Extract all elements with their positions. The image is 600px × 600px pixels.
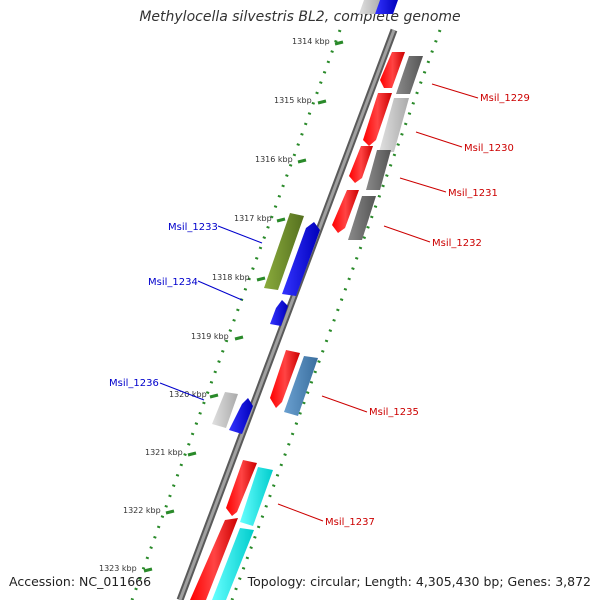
tick-label: 1314 kbp	[292, 37, 330, 46]
accession-text: Accession: NC_011666	[9, 574, 152, 589]
gene-blue-1236	[229, 398, 253, 434]
gene-blue-1234	[270, 300, 288, 326]
tick-1323: 1323 kbp	[99, 564, 153, 573]
tick-1314: 1314 kbp	[292, 37, 344, 46]
gene-blue-1233	[282, 222, 320, 296]
leader-1232	[383, 225, 431, 243]
label-msil-1237[interactable]: Msil_1237	[325, 517, 375, 528]
leader-1229	[431, 83, 479, 99]
leader-1231	[399, 177, 447, 193]
tick-1321: 1321 kbp	[145, 448, 197, 457]
topology-text: Topology: circular; Length: 4,305,430 bp…	[247, 574, 591, 589]
gene-red-1230	[363, 93, 392, 146]
tick-label: 1320 kbp	[169, 390, 207, 399]
backbone-line	[176, 28, 398, 600]
leader-1235	[321, 395, 368, 413]
label-msil-1230[interactable]: Msil_1230	[464, 143, 514, 154]
leader-1233	[217, 225, 263, 244]
tick-label: 1323 kbp	[99, 564, 137, 573]
gene-steel-1235	[284, 356, 318, 416]
tick-label: 1321 kbp	[145, 448, 183, 457]
label-msil-1229[interactable]: Msil_1229	[480, 93, 530, 104]
gene-red-1232	[332, 190, 359, 233]
tick-1320: 1320 kbp	[169, 390, 219, 399]
gene-cyan-1237b	[212, 528, 254, 600]
label-msil-1233[interactable]: Msil_1233	[168, 222, 218, 233]
label-msil-1235[interactable]: Msil_1235	[369, 407, 419, 418]
gene-red-1231	[349, 146, 373, 183]
gene-darkgray-1231	[366, 150, 391, 190]
gene-darkgray-1232	[348, 196, 376, 240]
tick-label: 1322 kbp	[123, 506, 161, 515]
gene-top-partial-blue	[375, 0, 398, 14]
gene-red-1229	[380, 52, 405, 88]
tick-label: 1318 kbp	[212, 273, 250, 282]
gene-green-1233	[264, 213, 304, 290]
tick-1317: 1317 kbp	[234, 214, 286, 223]
gene-lightgray-1236	[212, 392, 238, 428]
label-msil-1231[interactable]: Msil_1231	[448, 188, 498, 199]
tick-label: 1316 kbp	[255, 155, 293, 164]
right-scale-ring	[230, 29, 442, 600]
label-msil-1234[interactable]: Msil_1234	[148, 277, 198, 288]
left-scale-ring	[130, 29, 342, 600]
tick-label: 1317 kbp	[234, 214, 272, 223]
tick-1322: 1322 kbp	[123, 506, 175, 515]
leader-1234	[197, 280, 243, 301]
gene-red-1235	[270, 350, 300, 408]
leader-1237	[277, 503, 324, 522]
gene-darkgray-1229	[396, 56, 423, 94]
tick-label: 1315 kbp	[274, 96, 312, 105]
gene-lightgray-1230	[379, 98, 409, 152]
gene-red-1237a	[226, 460, 257, 516]
gene-red-1237b	[190, 518, 238, 600]
gene-cyan-1237a	[240, 467, 273, 526]
leader-1230	[415, 131, 463, 148]
tick-1318: 1318 kbp	[212, 273, 266, 282]
leader-1236	[159, 382, 205, 401]
tick-label: 1319 kbp	[191, 332, 229, 341]
label-msil-1236[interactable]: Msil_1236	[109, 378, 159, 389]
tick-1319: 1319 kbp	[191, 332, 244, 341]
tick-1316: 1316 kbp	[255, 155, 307, 164]
tick-1315: 1315 kbp	[274, 96, 327, 105]
label-msil-1232[interactable]: Msil_1232	[432, 238, 482, 249]
